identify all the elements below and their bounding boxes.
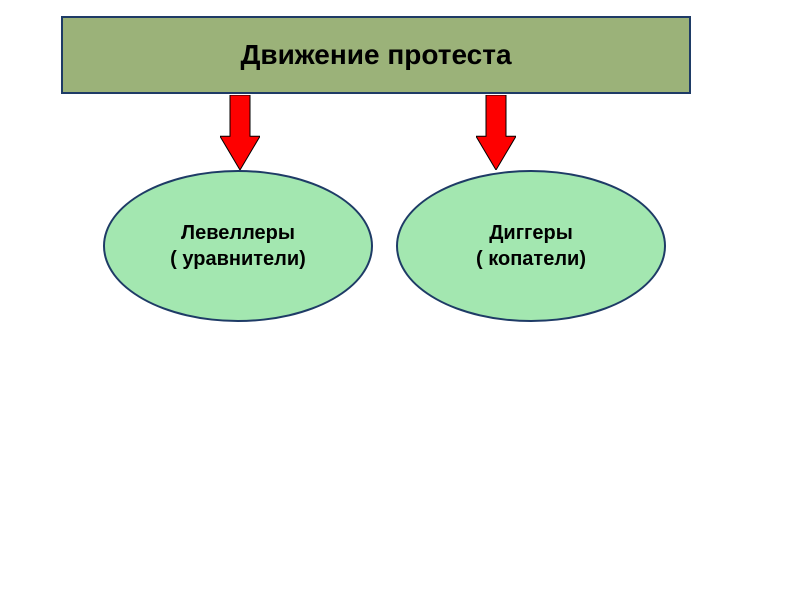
arrow-right-icon bbox=[476, 95, 516, 170]
ellipse-right-line2: ( копатели) bbox=[476, 246, 586, 272]
title-text: Движение протеста bbox=[240, 39, 511, 71]
ellipse-left-line2: ( уравнители) bbox=[170, 246, 306, 272]
arrow-left-icon bbox=[220, 95, 260, 170]
ellipse-right: Диггеры ( копатели) bbox=[396, 170, 666, 322]
ellipse-left: Левеллеры ( уравнители) bbox=[103, 170, 373, 322]
ellipse-left-line1: Левеллеры bbox=[181, 220, 295, 246]
ellipse-right-line1: Диггеры bbox=[489, 220, 573, 246]
title-box: Движение протеста bbox=[61, 16, 691, 94]
